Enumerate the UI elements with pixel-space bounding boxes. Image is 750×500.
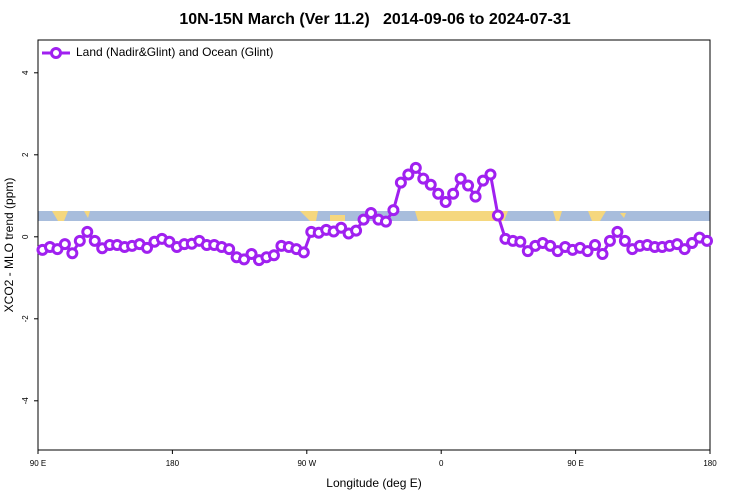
data-point: [163, 235, 176, 248]
data-point: [603, 234, 616, 247]
data-point: [618, 234, 631, 247]
data-point: [477, 174, 490, 187]
y-tick-label: 0: [21, 234, 30, 239]
data-point: [447, 187, 460, 200]
data-point: [469, 190, 482, 203]
data-point: [462, 179, 475, 192]
x-tick-label: 90 E: [30, 459, 46, 468]
data-point: [611, 225, 624, 238]
data-point: [267, 249, 280, 262]
data-point: [297, 246, 310, 259]
data-point: [88, 234, 101, 247]
data-point: [238, 253, 251, 266]
x-tick-label: 180: [166, 459, 180, 468]
y-axis-label: XCO2 - MLO trend (ppm): [2, 178, 16, 313]
y-tick-label: -4: [21, 397, 30, 405]
x-tick-label: 90 E: [567, 459, 583, 468]
x-tick-label: 180: [703, 459, 717, 468]
data-point: [73, 234, 86, 247]
data-point: [81, 225, 94, 238]
legend-marker: [50, 47, 62, 59]
legend: Land (Nadir&Glint) and Ocean (Glint): [42, 45, 273, 59]
data-point: [417, 172, 430, 185]
data-point: [454, 172, 467, 185]
data-point: [491, 209, 504, 222]
data-point: [394, 176, 407, 189]
data-point: [581, 245, 594, 258]
data-point: [686, 236, 699, 249]
data-point: [484, 168, 497, 181]
y-tick-label: 2: [21, 152, 30, 157]
data-point: [245, 248, 258, 261]
data-point: [379, 215, 392, 228]
data-point: [402, 168, 415, 181]
data-point: [335, 221, 348, 234]
data-point: [514, 235, 527, 248]
data-point: [521, 245, 534, 258]
data-point: [409, 161, 422, 174]
data-point: [58, 238, 71, 251]
x-tick-label: 90 W: [297, 459, 316, 468]
y-tick-label: -2: [21, 315, 30, 323]
legend-label: Land (Nadir&Glint) and Ocean (Glint): [76, 45, 273, 59]
data-point: [424, 178, 437, 191]
data-point: [357, 213, 370, 226]
data-point: [678, 243, 691, 256]
x-axis-label: Longitude (deg E): [326, 476, 421, 490]
data-point: [589, 239, 602, 251]
data-point: [365, 207, 378, 220]
data-point: [141, 241, 154, 254]
data-point: [544, 239, 557, 252]
data-point: [66, 247, 79, 260]
data-point: [350, 224, 363, 237]
data-point: [432, 187, 445, 200]
y-tick-label: 4: [21, 70, 30, 75]
data-point: [596, 248, 609, 261]
data-point: [701, 234, 714, 247]
data-point: [387, 204, 400, 217]
data-point: [439, 195, 452, 208]
x-tick-label: 0: [439, 459, 444, 468]
data-point: [223, 243, 236, 256]
chart-title: 10N-15N March (Ver 11.2) 2014-09-06 to 2…: [179, 11, 570, 28]
